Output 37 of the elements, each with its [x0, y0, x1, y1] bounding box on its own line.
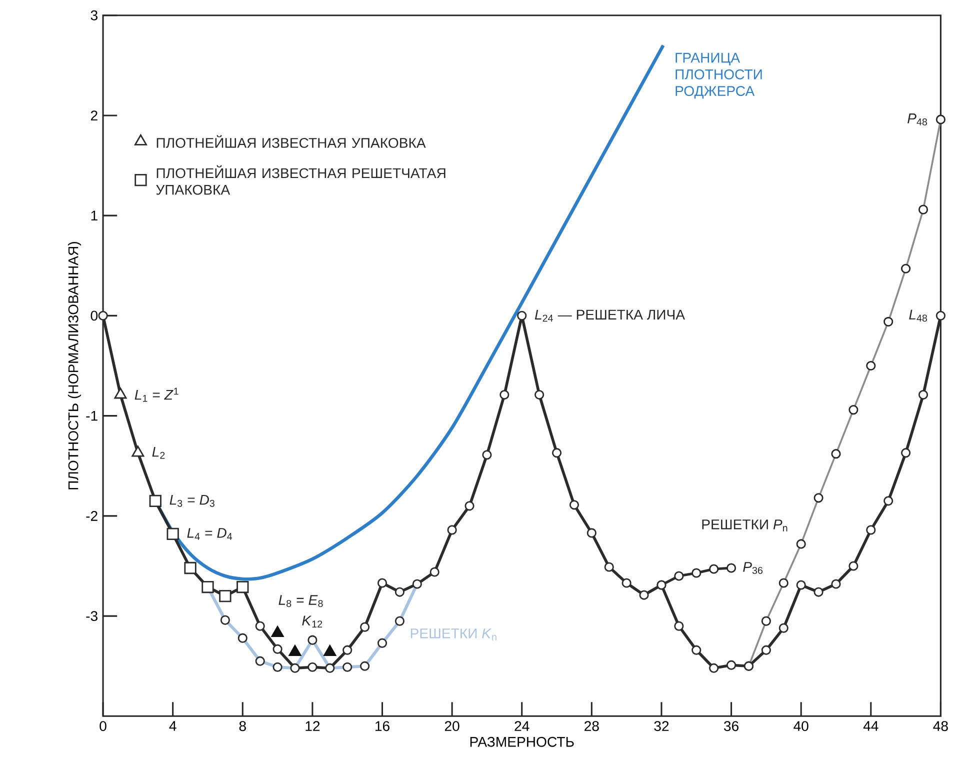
series-label: ГРАНИЦА ПЛОТНОСТИ РОДЖЕРСА	[676, 52, 762, 98]
x-tick-label: 16	[375, 720, 390, 731]
annotation: P$_{48}$	[908, 113, 928, 126]
legend-label: ПЛОТНЕЙШАЯ ИЗВЕСТНАЯ УПАКОВКА	[156, 134, 426, 148]
legend-label: ПЛОТНЕЙШАЯ ИЗВЕСТНАЯ РЕШЕТЧАТАЯ УПАКОВКА	[156, 165, 446, 195]
annotation: L$_{2}$	[152, 446, 165, 459]
annotation: K$_{12}$	[302, 615, 322, 628]
x-tick-label: 48	[933, 720, 948, 731]
series-label: P$_{36}$	[743, 562, 763, 574]
annotation: L$_{3}$ = D$_{3}$	[170, 494, 214, 507]
y-tick-label: 0	[90, 310, 98, 320]
x-tick-label: 20	[444, 720, 460, 731]
x-tick-label: 4	[169, 720, 176, 731]
annotation: L$_{48}$	[909, 310, 928, 322]
y-axis-title: ПЛОТНОСТЬ (НОРМАЛИЗОВАННАЯ)	[68, 242, 82, 490]
x-tick-label: 32	[654, 720, 669, 731]
annotation: L$_{4}$ = D$_{4}$	[187, 528, 232, 540]
x-tick-label: 24	[514, 720, 530, 731]
series-label: РЕШЕТКИ K$_{n}$	[410, 628, 496, 640]
annotation: L$_{1}$ = Z$^{1}$	[134, 388, 178, 402]
x-tick-label: 12	[306, 720, 320, 731]
y-tick-label: 3	[90, 10, 98, 20]
x-tick-label: 44	[863, 720, 878, 731]
y-tick-label: 2	[90, 110, 98, 120]
x-tick-label: 36	[724, 720, 738, 731]
x-tick-label: 0	[100, 720, 106, 731]
x-tick-label: 8	[239, 720, 246, 731]
annotation: L$_{24}$ — РЕШЕТКА ЛИЧА	[534, 310, 685, 322]
x-tick-label: 28	[584, 720, 599, 731]
y-tick-label: 1	[91, 210, 98, 220]
series-label: РЕШЕТКИ P$_{n}$	[702, 519, 788, 532]
annotation: L$_{8}$ = E$_{8}$	[278, 594, 323, 607]
x-tick-label: 40	[794, 720, 808, 731]
y-tick-label: -3	[86, 610, 98, 621]
y-tick-label: -1	[86, 410, 98, 420]
y-tick-label: -2	[86, 510, 98, 521]
x-axis-title: РАЗМЕРНОСТЬ	[470, 736, 574, 747]
